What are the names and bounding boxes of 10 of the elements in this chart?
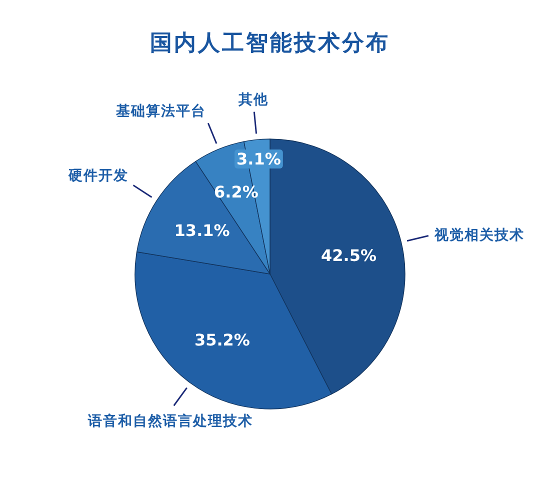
slice-label: 视觉相关技术 xyxy=(433,226,524,244)
data-label: 35.2% xyxy=(194,330,250,350)
slice-label: 硬件开发 xyxy=(67,168,128,184)
data-label: 42.5% xyxy=(320,246,376,265)
data-label: 6.2% xyxy=(214,182,258,202)
slice-label: 基础算法平台 xyxy=(114,104,206,120)
data-label: 13.1% xyxy=(174,220,230,240)
chart-title: 国内人工智能技术分布 xyxy=(150,31,390,56)
slice-label: 语音和自然语言处理技术 xyxy=(86,412,253,430)
slice-label: 其他 xyxy=(238,92,269,108)
